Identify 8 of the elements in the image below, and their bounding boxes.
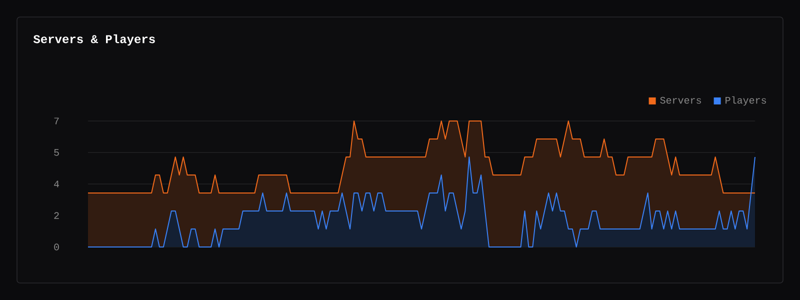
legend-label: Players — [726, 96, 766, 106]
y-tick-label: 5 — [54, 149, 59, 156]
y-tick-label: 2 — [54, 212, 59, 219]
y-tick-label: 4 — [54, 180, 60, 188]
y-tick-label: 7 — [54, 118, 59, 124]
chart-title: Servers & Players — [33, 34, 155, 46]
y-tick-label: 0 — [54, 244, 59, 250]
legend-label: Servers — [660, 96, 701, 104]
